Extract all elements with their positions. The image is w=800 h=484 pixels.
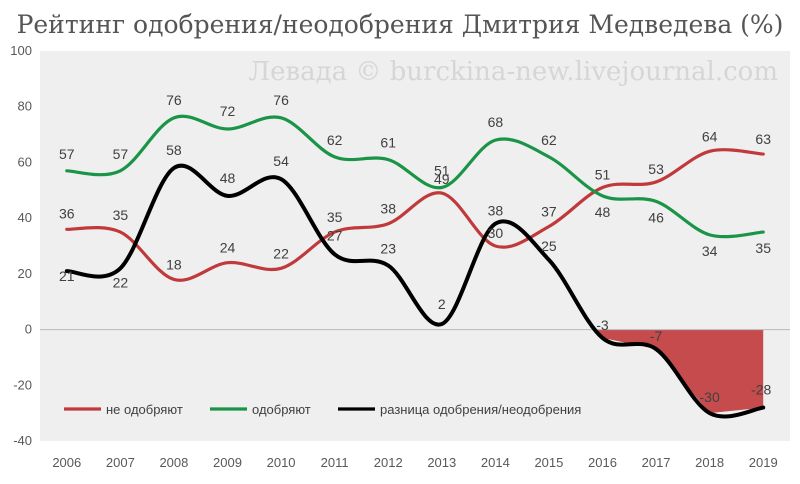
negative-area-layer xyxy=(596,329,764,414)
series-lines xyxy=(64,114,766,419)
y-tick-label: 60 xyxy=(18,154,32,169)
legend-item-approve: одобряют xyxy=(210,402,311,417)
data-label: -7 xyxy=(650,328,663,344)
y-tick-label: 0 xyxy=(25,322,32,337)
data-label: 49 xyxy=(434,171,450,187)
y-tick-label: 100 xyxy=(10,43,32,58)
x-tick-label: 2013 xyxy=(427,455,456,470)
y-tick-label: 80 xyxy=(18,99,32,114)
x-tick-label: 2007 xyxy=(106,455,135,470)
legend-label: разница одобрения/неодобрения xyxy=(380,402,581,417)
legend-item-difference: разница одобрения/неодобрения xyxy=(338,402,581,417)
data-label: 54 xyxy=(273,153,289,169)
y-tick-label: 20 xyxy=(18,266,32,281)
data-label: 35 xyxy=(113,207,129,223)
x-tick-label: 2009 xyxy=(213,455,242,470)
data-label: 18 xyxy=(166,256,182,272)
data-label: 25 xyxy=(541,238,557,254)
data-label: -30 xyxy=(700,389,720,405)
x-tick-label: 2011 xyxy=(321,455,349,470)
data-labels: 36 35 18 24 22 35 38 49 30 37 51 53 64 63 57 57 76 72 76 62… xyxy=(59,92,772,405)
negative-difference-area xyxy=(596,329,764,414)
x-tick-label: 2008 xyxy=(159,455,188,470)
data-label: 53 xyxy=(648,161,664,177)
chart-title: Рейтинг одобрения/неодобрения Дмитрия Ме… xyxy=(17,10,784,39)
data-label: 46 xyxy=(648,209,664,225)
data-label: 76 xyxy=(273,92,289,108)
x-tick-label: 2012 xyxy=(374,455,403,470)
data-label: 24 xyxy=(220,240,236,256)
data-label: 35 xyxy=(327,209,343,225)
legend-label: не одобряют xyxy=(106,402,183,417)
data-label: 58 xyxy=(166,142,182,158)
data-label: 22 xyxy=(273,245,289,261)
data-label: -3 xyxy=(596,317,609,333)
data-label: 35 xyxy=(755,240,771,256)
data-label: 22 xyxy=(113,274,129,290)
y-tick-label: 40 xyxy=(18,210,32,225)
data-label: 61 xyxy=(380,135,396,151)
legend: не одобряют одобряют разница одобрения/нео… xyxy=(64,402,581,417)
data-label: 72 xyxy=(220,103,236,119)
data-label: 68 xyxy=(488,114,504,130)
x-tick-label: 2010 xyxy=(267,455,296,470)
difference-line xyxy=(64,163,766,419)
data-label: 38 xyxy=(380,201,396,217)
data-label: 51 xyxy=(434,163,450,179)
x-tick-label: 2017 xyxy=(642,455,671,470)
data-label: 48 xyxy=(220,170,236,186)
data-label: 63 xyxy=(755,131,771,147)
legend-item-disapprove: не одобряют xyxy=(64,402,183,417)
approve-line xyxy=(65,114,765,239)
watermark: Левада © burckina-new.livejournal.com xyxy=(248,57,778,87)
data-label: 51 xyxy=(595,167,611,183)
y-axis: -40 -20 0 20 40 60 80 100 xyxy=(10,43,32,448)
data-label: 62 xyxy=(541,132,557,148)
data-label: 30 xyxy=(488,225,504,241)
x-tick-label: 2014 xyxy=(481,455,510,470)
data-label: 38 xyxy=(488,203,504,219)
x-tick-label: 2019 xyxy=(749,455,778,470)
data-label: 27 xyxy=(327,227,343,243)
data-label: 48 xyxy=(595,204,611,220)
data-label: -28 xyxy=(751,382,771,398)
data-label: 23 xyxy=(380,241,396,257)
data-label: 34 xyxy=(702,243,718,259)
data-label: 21 xyxy=(59,268,75,284)
data-label: 37 xyxy=(541,204,557,220)
x-tick-label: 2016 xyxy=(588,455,617,470)
data-label: 64 xyxy=(702,128,718,144)
data-label: 36 xyxy=(59,205,75,221)
x-tick-label: 2018 xyxy=(695,455,724,470)
x-tick-label: 2006 xyxy=(52,455,81,470)
data-label: 57 xyxy=(113,146,129,162)
x-tick-label: 2015 xyxy=(534,455,563,470)
data-label: 2 xyxy=(438,296,446,312)
legend-label: одобряют xyxy=(252,402,311,417)
y-tick-label: -20 xyxy=(13,377,32,392)
plot-area xyxy=(40,51,790,441)
data-label: 62 xyxy=(327,132,343,148)
x-axis: 2006 2007 2008 2009 2010 2011 2012 2013 2014 2015… xyxy=(52,455,777,470)
data-label: 57 xyxy=(59,146,75,162)
data-label: 76 xyxy=(166,92,182,108)
y-tick-label: -40 xyxy=(13,433,32,448)
disapprove-line xyxy=(65,148,765,282)
